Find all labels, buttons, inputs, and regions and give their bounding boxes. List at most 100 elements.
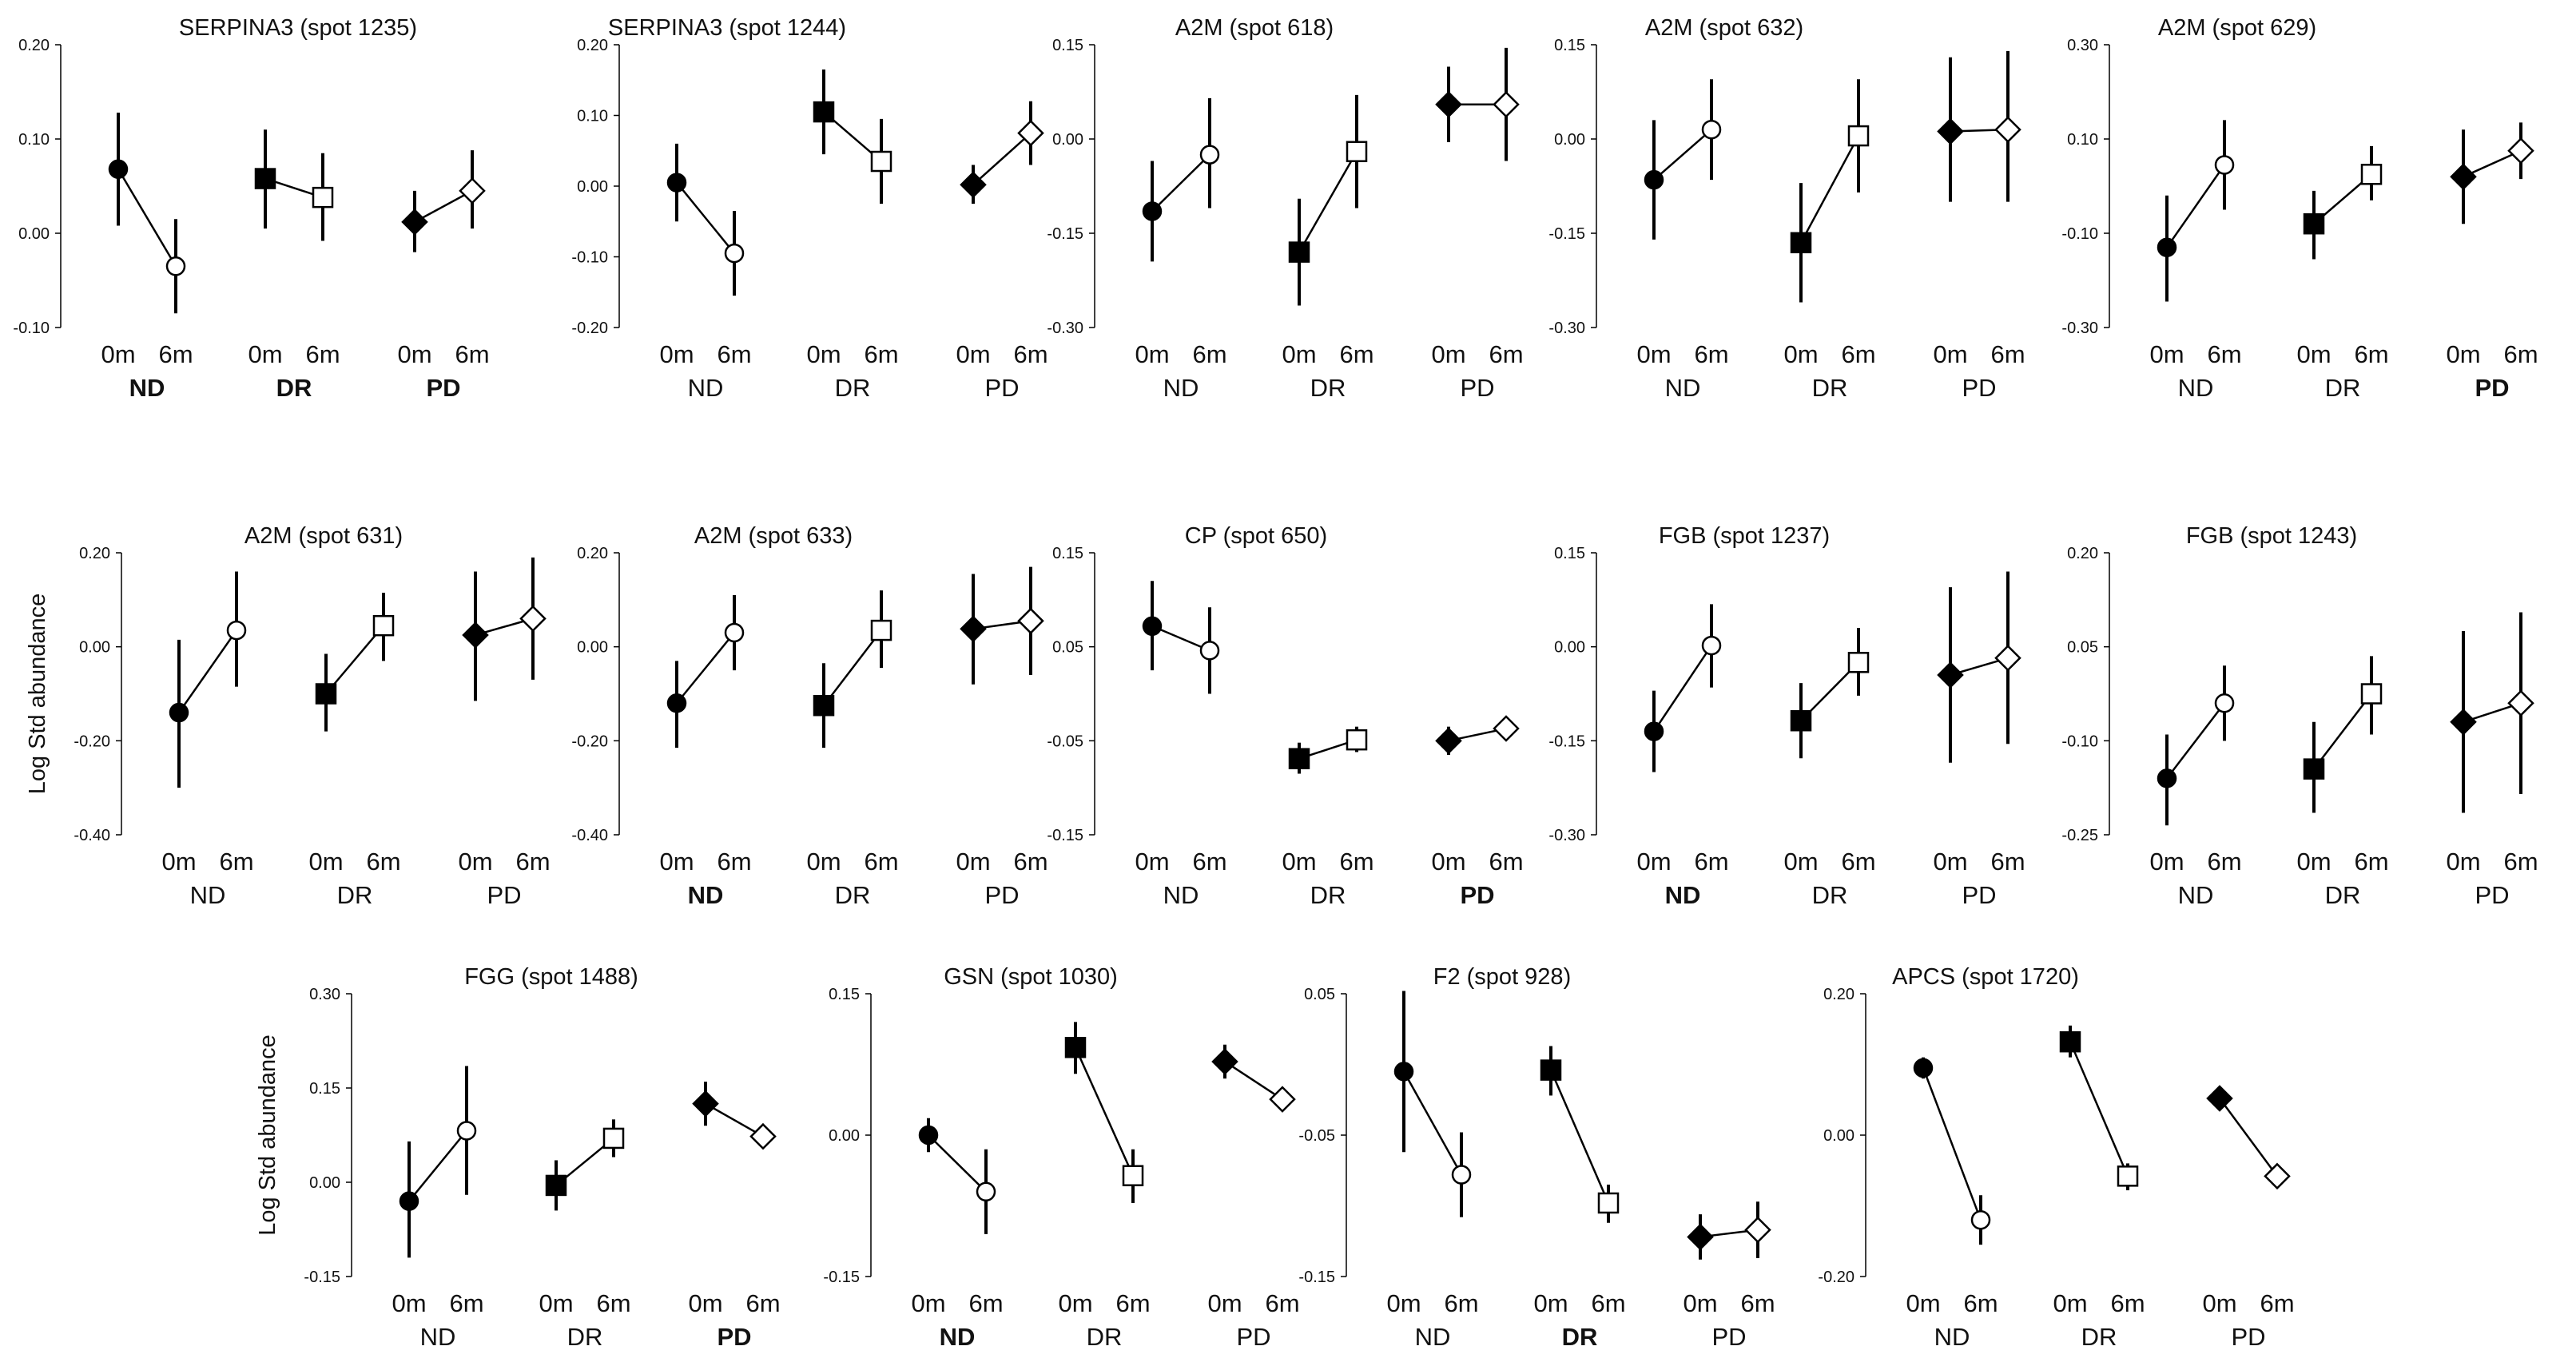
data-point-dr-6m <box>2360 164 2383 185</box>
data-point-nd-6m <box>1701 119 1722 140</box>
x-group-label: ND <box>688 881 724 909</box>
data-point-dr-0m <box>2059 1030 2081 1053</box>
x-group-label: ND <box>1665 881 1701 909</box>
x-time-label: 0m <box>1933 848 1967 876</box>
x-time-label: 0m <box>458 848 492 876</box>
y-tick-label: 0.10 <box>18 131 50 149</box>
y-tick-label: -0.15 <box>1047 827 1083 844</box>
series-dr <box>1790 79 1870 303</box>
series-line-nd <box>676 181 735 254</box>
x-time-label: 0m <box>392 1289 426 1317</box>
series-dr <box>813 69 892 204</box>
x-time-label: 0m <box>1683 1289 1717 1317</box>
x-time-label: 0m <box>1282 340 1316 368</box>
data-point-pd-6m <box>459 177 486 204</box>
panel-1: SERPINA3 (spot 1235)0.200.100.00-0.10Log… <box>13 15 489 402</box>
series-dr <box>2059 1025 2139 1191</box>
x-time-label: 6m <box>864 340 898 368</box>
x-time-label: 6m <box>2503 340 2538 368</box>
x-group-label: DR <box>1310 881 1346 909</box>
x-group-label: DR <box>1812 881 1848 909</box>
x-time-label: 0m <box>161 848 196 876</box>
data-point-nd-0m <box>169 702 189 723</box>
y-tick-label: 0.15 <box>1052 37 1083 54</box>
x-time-label: 0m <box>1282 848 1316 876</box>
data-point-nd-0m <box>1142 201 1163 221</box>
data-point-pd-0m <box>1435 727 1462 755</box>
series-dr <box>1790 628 1870 759</box>
y-tick-label: -0.20 <box>571 320 608 337</box>
y-tick-label: 0.20 <box>79 545 110 562</box>
x-group-label: DR <box>1812 374 1848 402</box>
y-tick-label: -0.40 <box>74 827 110 844</box>
data-point-pd-0m <box>1937 661 1964 689</box>
data-point-dr-6m <box>870 150 892 173</box>
data-point-pd-6m <box>1269 1086 1296 1113</box>
series-pd <box>2206 1085 2291 1190</box>
data-point-dr-6m <box>312 186 334 208</box>
panel-title: A2M (spot 631) <box>244 523 403 549</box>
data-point-nd-6m <box>165 256 186 276</box>
x-time-label: 0m <box>956 340 990 368</box>
x-group-label: PD <box>1962 374 1996 402</box>
series-nd <box>169 571 247 788</box>
x-time-label: 6m <box>1265 1289 1299 1317</box>
x-group-label: DR <box>276 374 312 402</box>
series-dr <box>315 593 395 732</box>
data-point-dr-0m <box>545 1174 567 1197</box>
series-pd <box>401 150 486 252</box>
x-time-label: 6m <box>1444 1289 1478 1317</box>
y-tick-label: 0.15 <box>1554 545 1585 562</box>
data-point-pd-0m <box>960 171 987 198</box>
y-tick-label: 0.20 <box>18 37 50 54</box>
y-tick-label: 0.05 <box>1052 639 1083 657</box>
series-line-nd <box>676 632 735 705</box>
data-point-nd-0m <box>1393 1062 1414 1082</box>
series-pd <box>1211 1044 1296 1113</box>
panel-14: APCS (spot 1720) 0.20 0.00 -0.20 0m 6m ND 0m 6m D… <box>1818 964 2294 1351</box>
y-tick-label: -0.20 <box>571 733 608 750</box>
series-line-dr <box>2313 693 2372 770</box>
y-tick-label: -0.15 <box>823 1269 860 1286</box>
x-group-label: ND <box>420 1323 456 1351</box>
y-tick-label: -0.05 <box>1298 1127 1335 1145</box>
panel-9: FGB (spot 1237) 0.15 0.00 -0.15 -0.30 0m 6m ND 0… <box>1548 523 2025 909</box>
y-tick-label: 0.10 <box>2067 131 2098 149</box>
x-time-label: 0m <box>101 340 135 368</box>
x-group-label: PD <box>1460 881 1494 909</box>
x-time-label: 0m <box>397 340 431 368</box>
x-time-label: 6m <box>1990 340 2025 368</box>
y-tick-label: -0.20 <box>74 733 110 750</box>
series-pd <box>1937 50 2021 202</box>
data-point-nd-6m <box>456 1121 477 1141</box>
data-point-dr-0m <box>2303 212 2325 235</box>
x-time-label: 6m <box>1339 340 1373 368</box>
data-point-nd-6m <box>1199 145 1220 165</box>
panel-title: A2M (spot 618) <box>1175 15 1334 41</box>
x-time-label: 0m <box>688 1289 722 1317</box>
x-time-label: 6m <box>1841 848 1875 876</box>
x-group-label: PD <box>984 374 1019 402</box>
y-axis-label: Log Std abundance <box>255 1034 280 1236</box>
series-line-nd <box>1653 129 1712 181</box>
x-time-label: 6m <box>1339 848 1373 876</box>
panel-5: A2M (spot 629) 0.30 0.10 -0.10 -0.30 0m 6m ND 0m… <box>2061 15 2538 402</box>
series-dr <box>2303 656 2383 813</box>
data-point-pd-6m <box>749 1122 777 1150</box>
series-line-dr <box>2069 1041 2129 1177</box>
y-tick-label: -0.30 <box>2061 320 2098 337</box>
series-line-nd <box>117 169 177 267</box>
x-time-label: 6m <box>1115 1289 1150 1317</box>
series-pd <box>2450 612 2534 813</box>
x-group-label: DR <box>1562 1323 1598 1351</box>
data-point-pd-6m <box>2507 689 2534 717</box>
series-nd <box>399 1066 477 1258</box>
y-tick-label: 0.15 <box>1052 545 1083 562</box>
series-nd <box>1644 604 1722 772</box>
panel-12: GSN (spot 1030) 0.15 0.00 -0.15 0m 6m ND 0m 6m DR… <box>823 964 1299 1351</box>
x-group-label: DR <box>835 881 871 909</box>
data-point-pd-6m <box>1744 1216 1771 1244</box>
x-time-label: 0m <box>1533 1289 1568 1317</box>
y-tick-label: 0.20 <box>1823 986 1854 1003</box>
x-time-label: 0m <box>1906 1289 1940 1317</box>
